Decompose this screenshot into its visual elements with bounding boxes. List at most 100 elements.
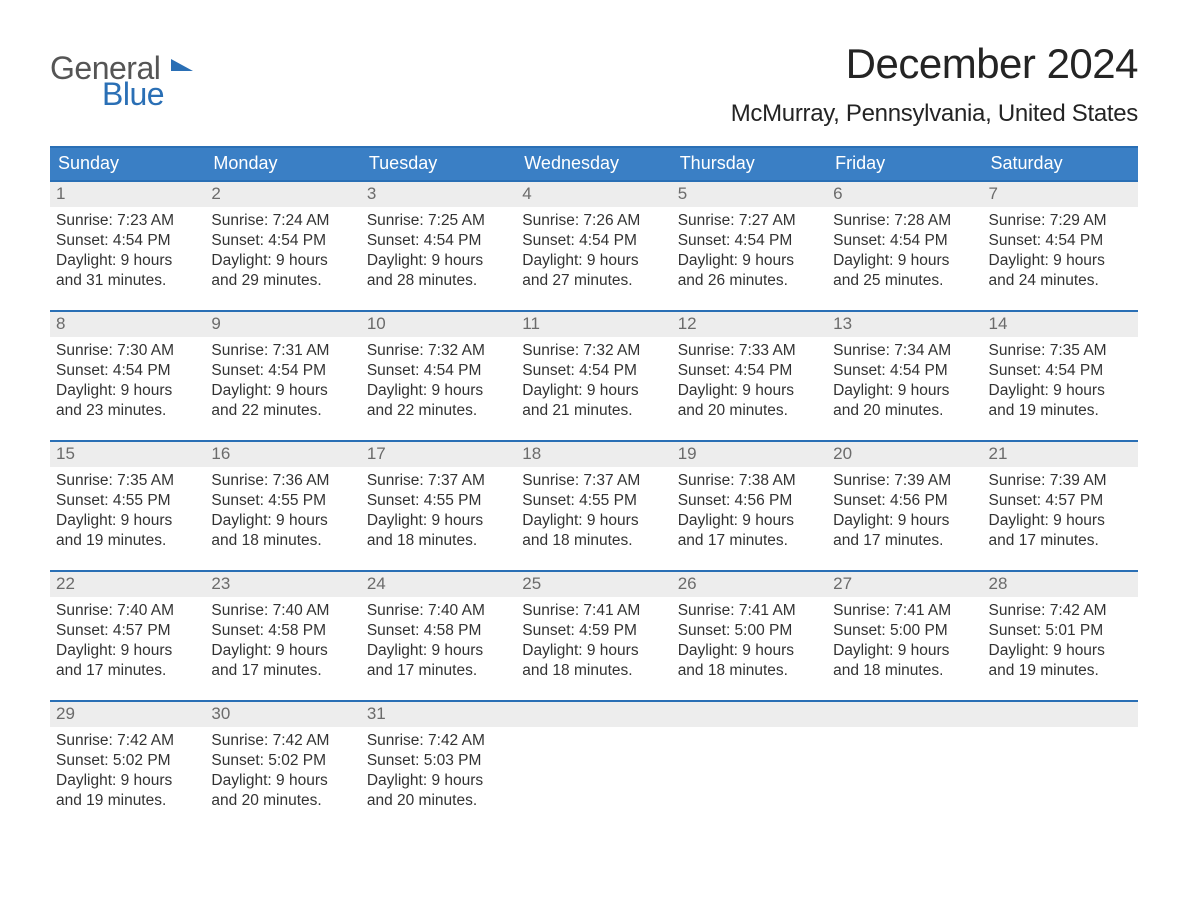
week-row: 22Sunrise: 7:40 AMSunset: 4:57 PMDayligh…	[50, 570, 1138, 700]
day-cell: 26Sunrise: 7:41 AMSunset: 5:00 PMDayligh…	[672, 572, 827, 700]
day-cell: 30Sunrise: 7:42 AMSunset: 5:02 PMDayligh…	[205, 702, 360, 830]
day-body: Sunrise: 7:36 AMSunset: 4:55 PMDaylight:…	[205, 467, 360, 556]
day-number: 30	[205, 702, 360, 727]
day-number: 12	[672, 312, 827, 337]
daylight-line-1: Daylight: 9 hours	[56, 771, 199, 791]
daylight-line-1: Daylight: 9 hours	[989, 251, 1132, 271]
daylight-line-1: Daylight: 9 hours	[833, 641, 976, 661]
day-body: Sunrise: 7:35 AMSunset: 4:54 PMDaylight:…	[983, 337, 1138, 426]
day-number: .	[827, 702, 982, 727]
weekday-header: Saturday	[983, 148, 1138, 180]
daylight-line-1: Daylight: 9 hours	[522, 381, 665, 401]
day-number: .	[983, 702, 1138, 727]
day-body: Sunrise: 7:32 AMSunset: 4:54 PMDaylight:…	[361, 337, 516, 426]
sunset-line: Sunset: 5:00 PM	[833, 621, 976, 641]
sunset-line: Sunset: 4:55 PM	[367, 491, 510, 511]
day-number: 16	[205, 442, 360, 467]
daylight-line-1: Daylight: 9 hours	[367, 381, 510, 401]
sunrise-line: Sunrise: 7:32 AM	[522, 341, 665, 361]
sunset-line: Sunset: 4:54 PM	[833, 361, 976, 381]
daylight-line-1: Daylight: 9 hours	[678, 381, 821, 401]
sunset-line: Sunset: 4:54 PM	[56, 361, 199, 381]
day-number: 3	[361, 182, 516, 207]
daylight-line-1: Daylight: 9 hours	[989, 381, 1132, 401]
daylight-line-1: Daylight: 9 hours	[56, 381, 199, 401]
day-cell: 12Sunrise: 7:33 AMSunset: 4:54 PMDayligh…	[672, 312, 827, 440]
daylight-line-2: and 17 minutes.	[56, 661, 199, 681]
sunrise-line: Sunrise: 7:40 AM	[367, 601, 510, 621]
sunrise-line: Sunrise: 7:41 AM	[522, 601, 665, 621]
week-row: 15Sunrise: 7:35 AMSunset: 4:55 PMDayligh…	[50, 440, 1138, 570]
logo: General Blue	[50, 40, 193, 110]
sunrise-line: Sunrise: 7:42 AM	[211, 731, 354, 751]
sunrise-line: Sunrise: 7:29 AM	[989, 211, 1132, 231]
weeks-container: 1Sunrise: 7:23 AMSunset: 4:54 PMDaylight…	[50, 180, 1138, 830]
daylight-line-1: Daylight: 9 hours	[678, 641, 821, 661]
daylight-line-2: and 18 minutes.	[367, 531, 510, 551]
calendar-page: General Blue December 2024 McMurray, Pen…	[0, 0, 1188, 880]
day-cell: 28Sunrise: 7:42 AMSunset: 5:01 PMDayligh…	[983, 572, 1138, 700]
daylight-line-1: Daylight: 9 hours	[56, 641, 199, 661]
daylight-line-1: Daylight: 9 hours	[211, 771, 354, 791]
day-body: Sunrise: 7:30 AMSunset: 4:54 PMDaylight:…	[50, 337, 205, 426]
sunrise-line: Sunrise: 7:35 AM	[56, 471, 199, 491]
sunrise-line: Sunrise: 7:39 AM	[989, 471, 1132, 491]
day-body: Sunrise: 7:24 AMSunset: 4:54 PMDaylight:…	[205, 207, 360, 296]
day-number: 18	[516, 442, 671, 467]
day-number: 9	[205, 312, 360, 337]
daylight-line-2: and 31 minutes.	[56, 271, 199, 291]
day-number: 23	[205, 572, 360, 597]
sunrise-line: Sunrise: 7:40 AM	[56, 601, 199, 621]
day-body: Sunrise: 7:41 AMSunset: 5:00 PMDaylight:…	[672, 597, 827, 686]
sunrise-line: Sunrise: 7:30 AM	[56, 341, 199, 361]
sunset-line: Sunset: 4:54 PM	[678, 361, 821, 381]
daylight-line-2: and 18 minutes.	[211, 531, 354, 551]
sunrise-line: Sunrise: 7:34 AM	[833, 341, 976, 361]
weekday-header-row: SundayMondayTuesdayWednesdayThursdayFrid…	[50, 148, 1138, 180]
daylight-line-2: and 22 minutes.	[367, 401, 510, 421]
day-number: 22	[50, 572, 205, 597]
day-number: 27	[827, 572, 982, 597]
day-body: Sunrise: 7:33 AMSunset: 4:54 PMDaylight:…	[672, 337, 827, 426]
sunrise-line: Sunrise: 7:36 AM	[211, 471, 354, 491]
day-body: Sunrise: 7:29 AMSunset: 4:54 PMDaylight:…	[983, 207, 1138, 296]
day-body: Sunrise: 7:27 AMSunset: 4:54 PMDaylight:…	[672, 207, 827, 296]
daylight-line-1: Daylight: 9 hours	[367, 641, 510, 661]
day-cell: 6Sunrise: 7:28 AMSunset: 4:54 PMDaylight…	[827, 182, 982, 310]
daylight-line-1: Daylight: 9 hours	[678, 511, 821, 531]
daylight-line-2: and 27 minutes.	[522, 271, 665, 291]
day-number: .	[516, 702, 671, 727]
sunrise-line: Sunrise: 7:23 AM	[56, 211, 199, 231]
sunset-line: Sunset: 4:55 PM	[522, 491, 665, 511]
daylight-line-1: Daylight: 9 hours	[522, 251, 665, 271]
day-body: Sunrise: 7:40 AMSunset: 4:57 PMDaylight:…	[50, 597, 205, 686]
day-number: 8	[50, 312, 205, 337]
day-number: 20	[827, 442, 982, 467]
sunset-line: Sunset: 5:02 PM	[56, 751, 199, 771]
sunset-line: Sunset: 4:56 PM	[833, 491, 976, 511]
day-cell: 18Sunrise: 7:37 AMSunset: 4:55 PMDayligh…	[516, 442, 671, 570]
day-body: Sunrise: 7:37 AMSunset: 4:55 PMDaylight:…	[361, 467, 516, 556]
daylight-line-2: and 21 minutes.	[522, 401, 665, 421]
day-body: Sunrise: 7:42 AMSunset: 5:02 PMDaylight:…	[205, 727, 360, 816]
day-body: Sunrise: 7:42 AMSunset: 5:02 PMDaylight:…	[50, 727, 205, 816]
daylight-line-1: Daylight: 9 hours	[367, 771, 510, 791]
day-cell: 21Sunrise: 7:39 AMSunset: 4:57 PMDayligh…	[983, 442, 1138, 570]
day-number: 19	[672, 442, 827, 467]
day-cell: 8Sunrise: 7:30 AMSunset: 4:54 PMDaylight…	[50, 312, 205, 440]
daylight-line-2: and 20 minutes.	[678, 401, 821, 421]
sunset-line: Sunset: 4:56 PM	[678, 491, 821, 511]
day-cell: 27Sunrise: 7:41 AMSunset: 5:00 PMDayligh…	[827, 572, 982, 700]
daylight-line-1: Daylight: 9 hours	[833, 381, 976, 401]
sunset-line: Sunset: 4:54 PM	[367, 361, 510, 381]
day-number: 17	[361, 442, 516, 467]
day-body: Sunrise: 7:31 AMSunset: 4:54 PMDaylight:…	[205, 337, 360, 426]
weekday-header: Sunday	[50, 148, 205, 180]
day-body: Sunrise: 7:28 AMSunset: 4:54 PMDaylight:…	[827, 207, 982, 296]
day-cell: 20Sunrise: 7:39 AMSunset: 4:56 PMDayligh…	[827, 442, 982, 570]
sunset-line: Sunset: 5:01 PM	[989, 621, 1132, 641]
day-cell: 23Sunrise: 7:40 AMSunset: 4:58 PMDayligh…	[205, 572, 360, 700]
daylight-line-1: Daylight: 9 hours	[522, 511, 665, 531]
daylight-line-1: Daylight: 9 hours	[211, 251, 354, 271]
day-number: 29	[50, 702, 205, 727]
